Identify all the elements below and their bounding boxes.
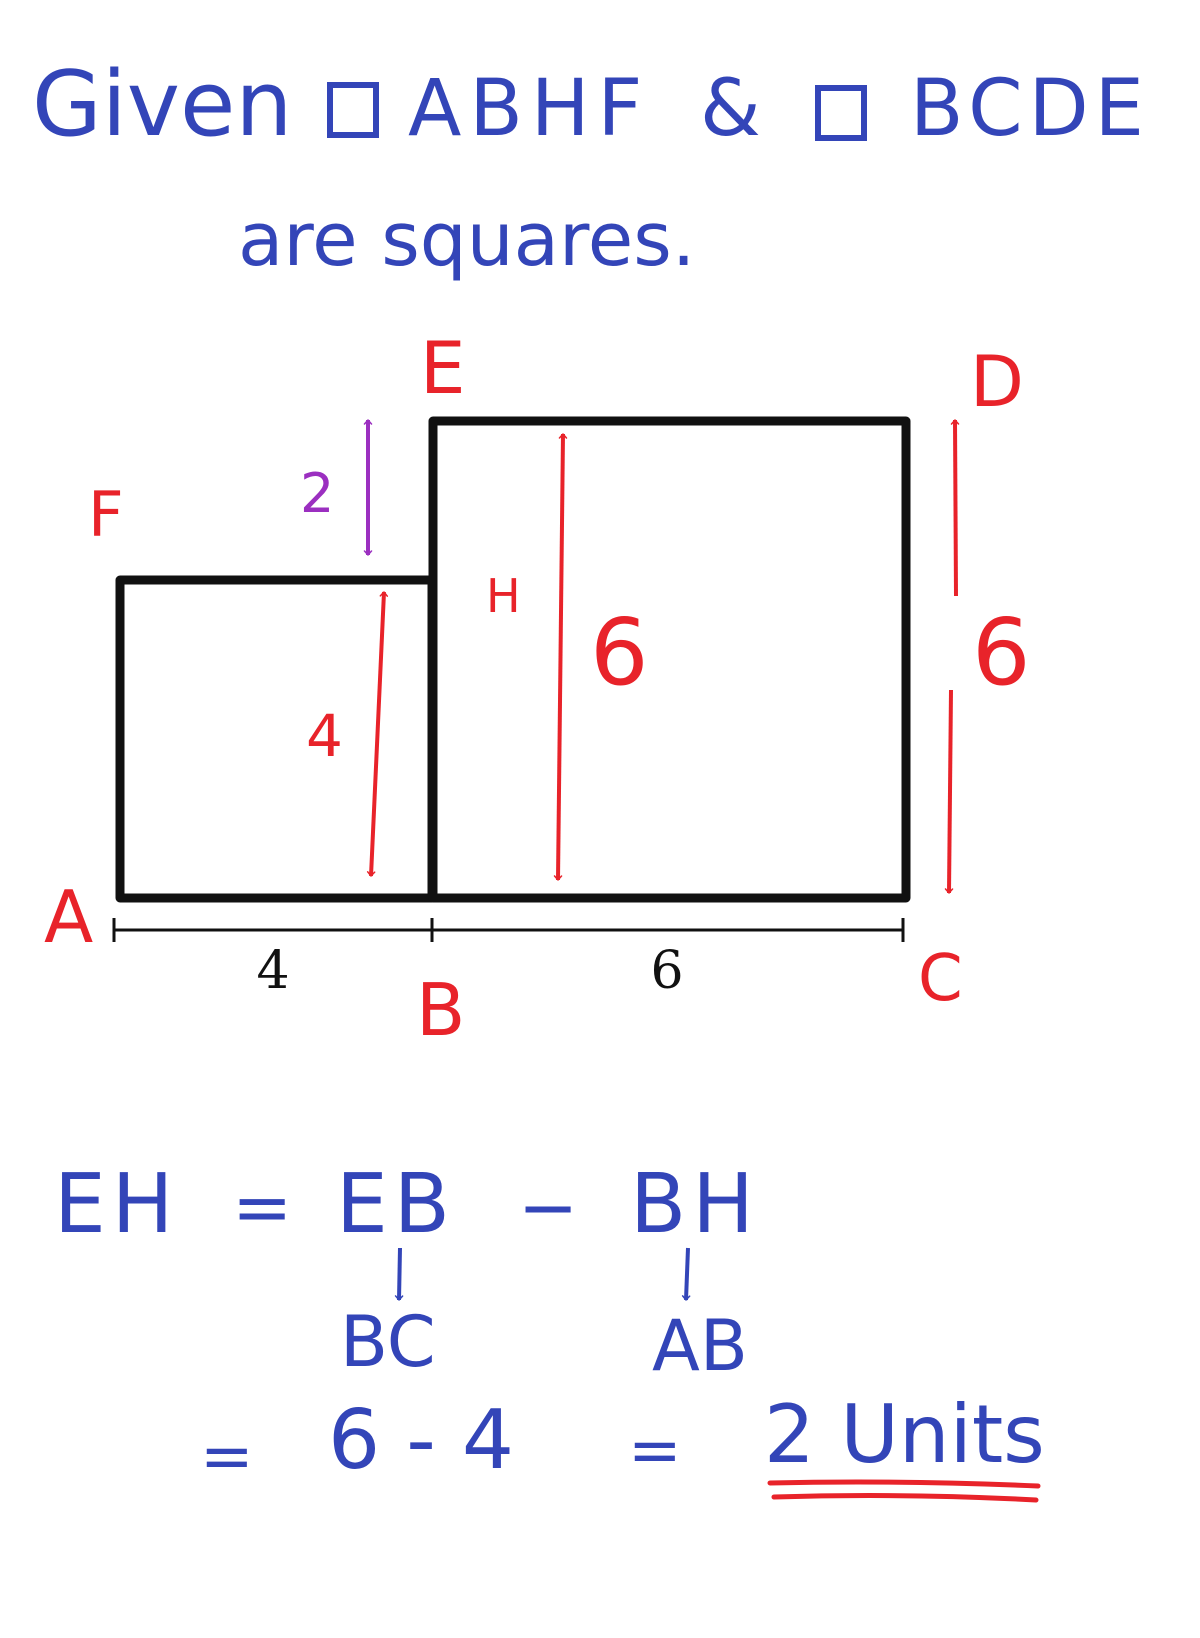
solution-sub2: AB xyxy=(652,1305,748,1387)
square-symbol-1 xyxy=(327,82,379,138)
bh-to-ab-arrow xyxy=(681,1247,691,1301)
heading-and: & xyxy=(700,64,761,154)
solution-answer: 2 Units xyxy=(764,1388,1045,1481)
dc-height-arrow-top xyxy=(950,419,960,597)
solution-eq3: = xyxy=(628,1414,682,1488)
eb-to-bc-arrow xyxy=(394,1247,404,1301)
answer-underline-1 xyxy=(767,1479,1041,1489)
square-bcde xyxy=(428,416,911,903)
solution-sub1: BC xyxy=(340,1301,436,1383)
solution-eq2: = xyxy=(200,1420,254,1494)
square-abhf xyxy=(115,575,437,903)
eh-gap-label: 2 xyxy=(300,462,334,525)
point-label-d: D xyxy=(970,341,1024,423)
heading-square2: BCDE xyxy=(910,64,1150,154)
left-height-arrow xyxy=(366,591,389,877)
solution-expr: 6 - 4 xyxy=(328,1393,514,1488)
point-label-e: E xyxy=(420,326,466,410)
heading-given: Given xyxy=(32,52,292,157)
solution-lhs: EH xyxy=(54,1157,179,1252)
heading-square1: ABHF xyxy=(408,64,650,154)
dc-height-label: 6 xyxy=(972,599,1031,706)
point-label-c: C xyxy=(918,942,963,1016)
heading-line2: are squares. xyxy=(238,197,695,283)
point-label-h: H xyxy=(486,569,521,623)
dim-bc: 6 xyxy=(650,941,683,1001)
solution-eq1: = xyxy=(232,1165,292,1249)
point-label-f: F xyxy=(88,478,124,551)
eb-height-arrow xyxy=(553,433,568,881)
left-height-label: 4 xyxy=(306,702,343,770)
dim-ab: 4 xyxy=(256,941,289,1001)
point-label-a: A xyxy=(44,875,93,959)
point-label-b: B xyxy=(416,968,465,1052)
solution-t2: BH xyxy=(630,1157,760,1252)
dc-height-arrow-bottom xyxy=(944,689,954,894)
eb-height-label: 6 xyxy=(590,599,649,706)
square-symbol-2 xyxy=(815,85,867,141)
answer-underline-2 xyxy=(771,1493,1039,1503)
solution-minus: − xyxy=(518,1165,578,1249)
solution-t1: EB xyxy=(336,1157,456,1252)
